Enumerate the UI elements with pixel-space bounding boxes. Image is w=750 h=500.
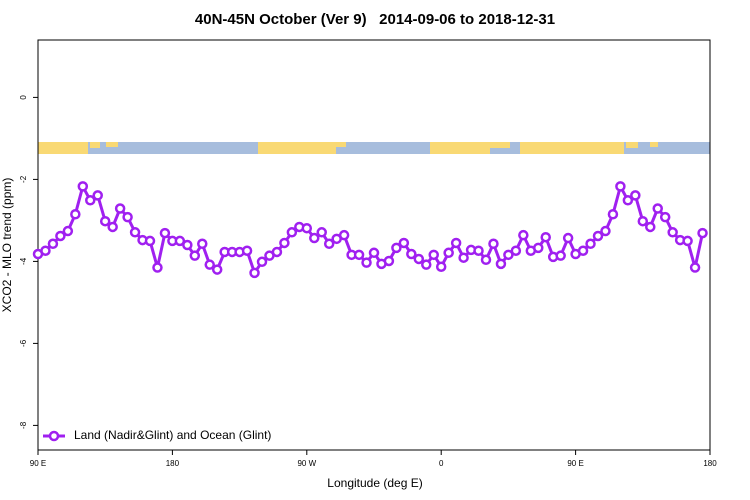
- data-point: [413, 253, 425, 265]
- data-point: [309, 232, 320, 244]
- data-point: [600, 225, 611, 237]
- data-point: [406, 248, 417, 260]
- data-point: [152, 262, 163, 273]
- data-point: [144, 235, 156, 247]
- data-point: [256, 256, 268, 268]
- data-point: [99, 215, 111, 227]
- data-point: [271, 246, 283, 258]
- data-point: [47, 238, 59, 250]
- data-point: [615, 181, 626, 192]
- data-point: [518, 229, 529, 241]
- legend-marker: [48, 430, 60, 442]
- x-axis-label: Longitude (deg E): [327, 476, 422, 490]
- data-point: [77, 181, 89, 192]
- legend-label: Land (Nadir&Glint) and Ocean (Glint): [74, 428, 271, 442]
- data-point: [197, 238, 208, 250]
- data-point: [323, 238, 335, 250]
- data-point: [391, 242, 402, 254]
- data-point: [85, 195, 96, 206]
- data-point: [189, 250, 201, 261]
- data-point: [62, 225, 74, 237]
- data-point: [428, 249, 439, 261]
- data-point: [435, 261, 447, 272]
- data-point: [286, 227, 298, 238]
- data-point: [316, 227, 327, 238]
- data-point: [241, 245, 253, 256]
- data-point: [689, 262, 701, 273]
- data-point: [55, 230, 66, 242]
- data-point: [682, 235, 693, 247]
- data-point: [279, 237, 290, 249]
- data-point: [182, 239, 193, 251]
- data-point: [659, 211, 671, 223]
- data-point: [40, 245, 51, 256]
- y-tick-label: -2: [19, 175, 28, 183]
- data-point: [249, 267, 260, 279]
- data-point: [458, 252, 469, 263]
- data-point: [211, 264, 223, 275]
- data-point: [555, 250, 566, 261]
- x-tick-label: 90 E: [567, 459, 583, 468]
- data-point: [652, 203, 663, 214]
- data-point: [488, 238, 499, 250]
- data-point: [697, 227, 708, 239]
- data-point: [421, 259, 432, 270]
- x-tick-label: 0: [439, 459, 444, 468]
- data-point: [495, 258, 507, 270]
- data-point: [540, 231, 551, 243]
- data-point: [510, 245, 522, 256]
- data-point: [174, 235, 186, 247]
- data-point: [338, 229, 350, 241]
- data-point: [301, 222, 313, 234]
- y-tick-label: 0: [19, 95, 28, 100]
- data-point: [443, 247, 454, 259]
- data-point: [503, 249, 514, 261]
- data-point: [473, 245, 484, 256]
- x-tick-label: 90 E: [30, 459, 46, 468]
- data-point: [70, 209, 81, 220]
- y-tick-label: -4: [19, 257, 28, 265]
- data-point: [353, 249, 365, 261]
- data-point: [645, 221, 656, 233]
- data-point: [368, 247, 380, 259]
- x-tick-label: 90 W: [297, 459, 316, 468]
- data-point: [480, 254, 492, 266]
- data-point: [630, 190, 641, 201]
- y-tick-label: -8: [19, 421, 28, 429]
- data-point: [129, 227, 141, 238]
- data-point: [361, 257, 372, 268]
- data-point: [92, 190, 103, 201]
- data-point: [592, 230, 604, 242]
- x-tick-label: 180: [703, 459, 717, 468]
- data-point: [107, 221, 118, 233]
- y-tick-label: -6: [19, 339, 28, 347]
- data-point: [159, 227, 171, 239]
- data-point: [533, 242, 544, 254]
- data-point: [122, 211, 133, 223]
- data-point: [577, 245, 589, 256]
- data-point: [204, 259, 215, 270]
- data-point: [562, 232, 574, 244]
- plot-frame: [37, 39, 711, 451]
- x-tick-label: 180: [166, 459, 180, 468]
- data-point: [637, 215, 649, 227]
- data-point: [622, 195, 634, 206]
- data-point: [383, 255, 395, 267]
- data-point: [607, 209, 619, 220]
- data-point: [585, 238, 596, 250]
- y-axis-label: XCO2 - MLO trend (ppm): [0, 178, 14, 313]
- data-point: [450, 237, 462, 249]
- land-ocean-band: [38, 142, 710, 154]
- data-point: [114, 203, 126, 214]
- data-point: [667, 227, 678, 238]
- chart-title: 40N-45N October (Ver 9) 2014-09-06 to 20…: [195, 11, 555, 28]
- data-point: [398, 237, 410, 249]
